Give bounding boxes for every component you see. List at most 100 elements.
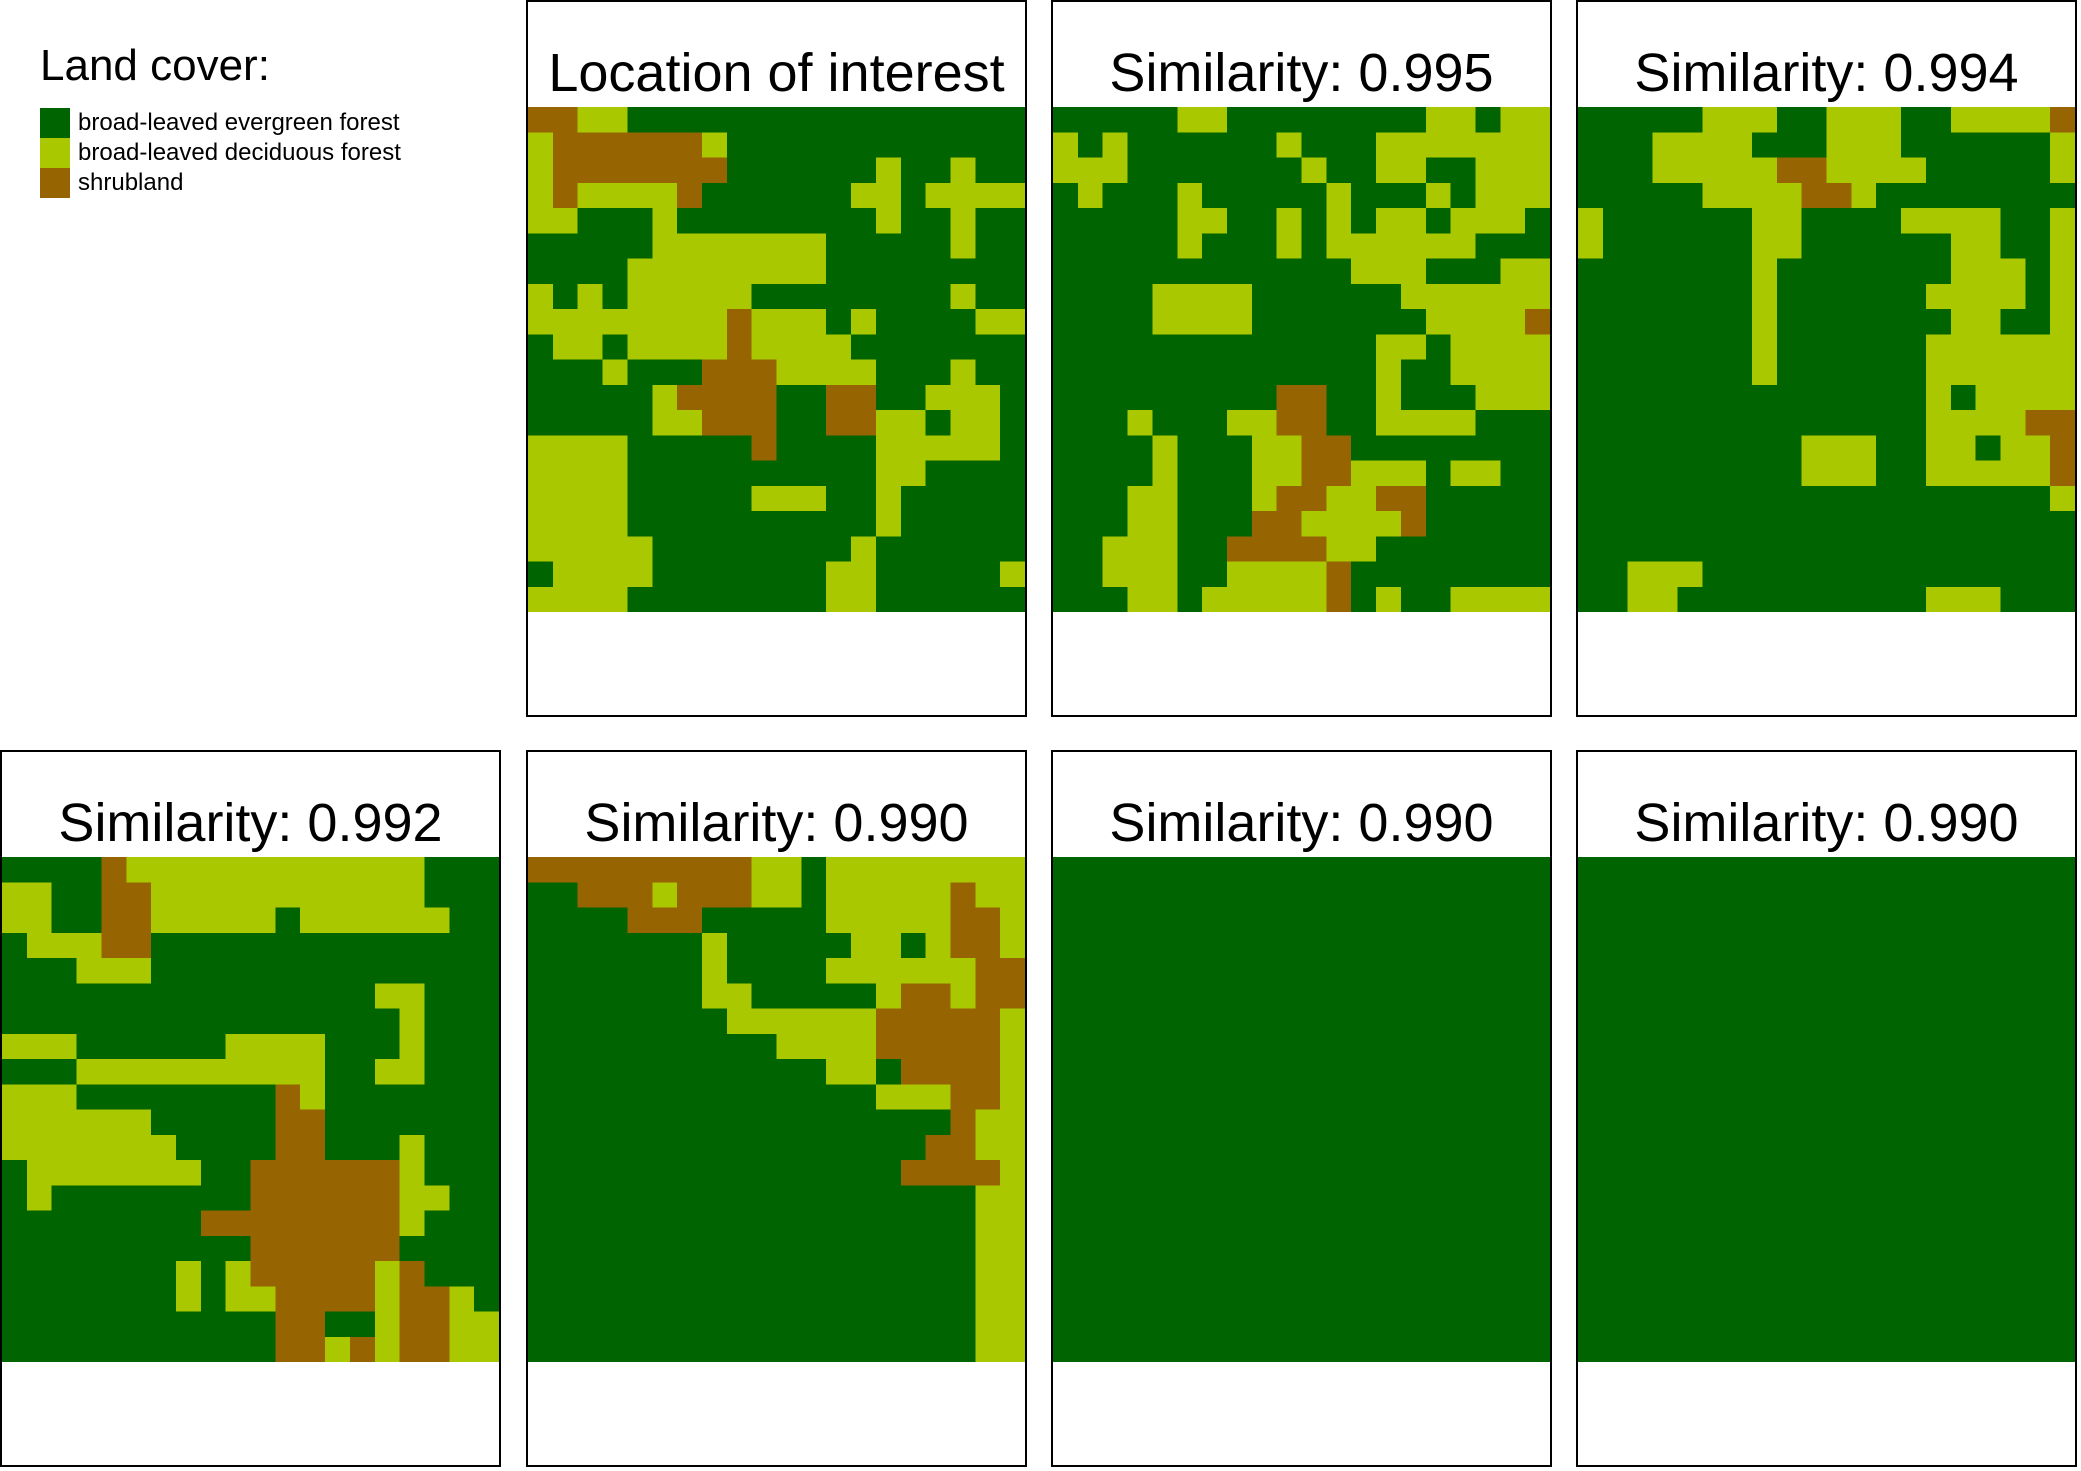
grid-cell [126, 1311, 152, 1338]
grid-cell [1851, 536, 1877, 563]
grid-cell [925, 907, 951, 934]
grid-cell [1950, 258, 1977, 285]
grid-cell [1826, 384, 1852, 411]
grid-cell [126, 1033, 152, 1060]
grid-cell [399, 1160, 425, 1186]
grid-cell [1500, 132, 1526, 159]
grid-cell [1578, 258, 1604, 285]
grid-cell [1276, 334, 1302, 361]
grid-cell [577, 132, 604, 159]
grid-cell [1152, 1185, 1178, 1212]
grid-cell [1851, 132, 1877, 159]
grid-cell [1975, 1109, 2001, 1136]
grid-cell [1727, 1336, 1753, 1362]
grid-cell [1000, 1311, 1025, 1338]
grid-cell [26, 1008, 53, 1035]
grid-cell [577, 561, 604, 588]
grid-cell [701, 1008, 728, 1035]
grid-cell [1351, 1235, 1377, 1262]
grid-cell [627, 857, 653, 883]
grid-cell [1975, 1033, 2001, 1060]
grid-cell [2050, 1235, 2075, 1262]
grid-cell [875, 258, 902, 285]
grid-cell [2025, 907, 2051, 934]
grid-cell [1500, 157, 1526, 184]
grid-cell [1975, 958, 2001, 984]
grid-cell [1826, 359, 1852, 386]
grid-cell [151, 857, 177, 883]
grid-cell [1251, 1235, 1278, 1262]
grid-cell [875, 561, 902, 588]
grid-cell [1127, 1160, 1153, 1186]
grid-cell [2000, 1134, 2026, 1161]
grid-cell [1177, 1261, 1203, 1287]
grid-cell [225, 1134, 251, 1161]
grid-cell [1652, 958, 1678, 984]
grid-cell [900, 157, 927, 184]
grid-cell [51, 1235, 78, 1262]
grid-cell [1077, 511, 1104, 537]
grid-cell [552, 1210, 579, 1237]
grid-cell [602, 1134, 628, 1161]
grid-cell [975, 1059, 1001, 1085]
grid-cell [1702, 1286, 1728, 1313]
grid-cell [776, 1185, 802, 1212]
grid-cell [1425, 182, 1452, 209]
grid-cell [1876, 1311, 1902, 1338]
grid-cell [2000, 435, 2026, 462]
grid-cell [399, 1109, 425, 1136]
grid-cell [300, 1109, 326, 1136]
grid-cell [1525, 485, 1550, 512]
grid-cell [975, 208, 1001, 234]
grid-cell [26, 1084, 53, 1111]
grid-cell [2025, 1311, 2051, 1338]
grid-cell [126, 958, 152, 984]
grid-cell [1727, 233, 1753, 260]
grid-cell [424, 1311, 450, 1338]
grid-cell [975, 384, 1001, 411]
grid-cell [1751, 857, 1778, 883]
grid-cell [801, 485, 827, 512]
grid-cell [627, 958, 653, 984]
grid-cell [1351, 1210, 1377, 1237]
grid-cell [1826, 1185, 1852, 1212]
grid-cell [1202, 1336, 1228, 1362]
grid-cell [577, 511, 604, 537]
grid-cell [552, 435, 579, 462]
grid-cell [151, 1185, 177, 1212]
grid-cell [374, 1134, 401, 1161]
grid-cell [602, 1008, 628, 1035]
grid-cell [1226, 1109, 1253, 1136]
grid-cell [1177, 384, 1203, 411]
grid-cell [528, 1185, 554, 1212]
grid-cell [1627, 1336, 1654, 1362]
grid-cell [1751, 586, 1778, 612]
grid-cell [1226, 157, 1253, 184]
grid-cell [751, 485, 777, 512]
grid-cell [1525, 107, 1550, 133]
grid-cell [1475, 1134, 1501, 1161]
grid-cell [751, 1185, 777, 1212]
grid-cell [528, 460, 554, 487]
grid-cell [652, 1261, 678, 1287]
grid-cell [875, 932, 902, 959]
grid-cell [1702, 561, 1728, 588]
grid-cell [1500, 907, 1526, 934]
grid-cell [652, 882, 678, 909]
grid-cell [1276, 309, 1302, 335]
grid-cell [1925, 182, 1952, 209]
grid-cell [1053, 983, 1079, 1010]
grid-cell [801, 536, 827, 563]
grid-cell [1627, 1033, 1654, 1060]
grid-cell [1702, 958, 1728, 984]
grid-cell [726, 1008, 753, 1035]
grid-cell [1376, 410, 1402, 436]
grid-cell [1202, 182, 1228, 209]
grid-cell [1751, 1033, 1778, 1060]
grid-cell [1950, 107, 1977, 133]
grid-cell [1475, 882, 1501, 909]
grid-cell [1226, 107, 1253, 133]
grid-cell [300, 1235, 326, 1262]
grid-cell [1851, 983, 1877, 1010]
grid-cell [1975, 485, 2001, 512]
